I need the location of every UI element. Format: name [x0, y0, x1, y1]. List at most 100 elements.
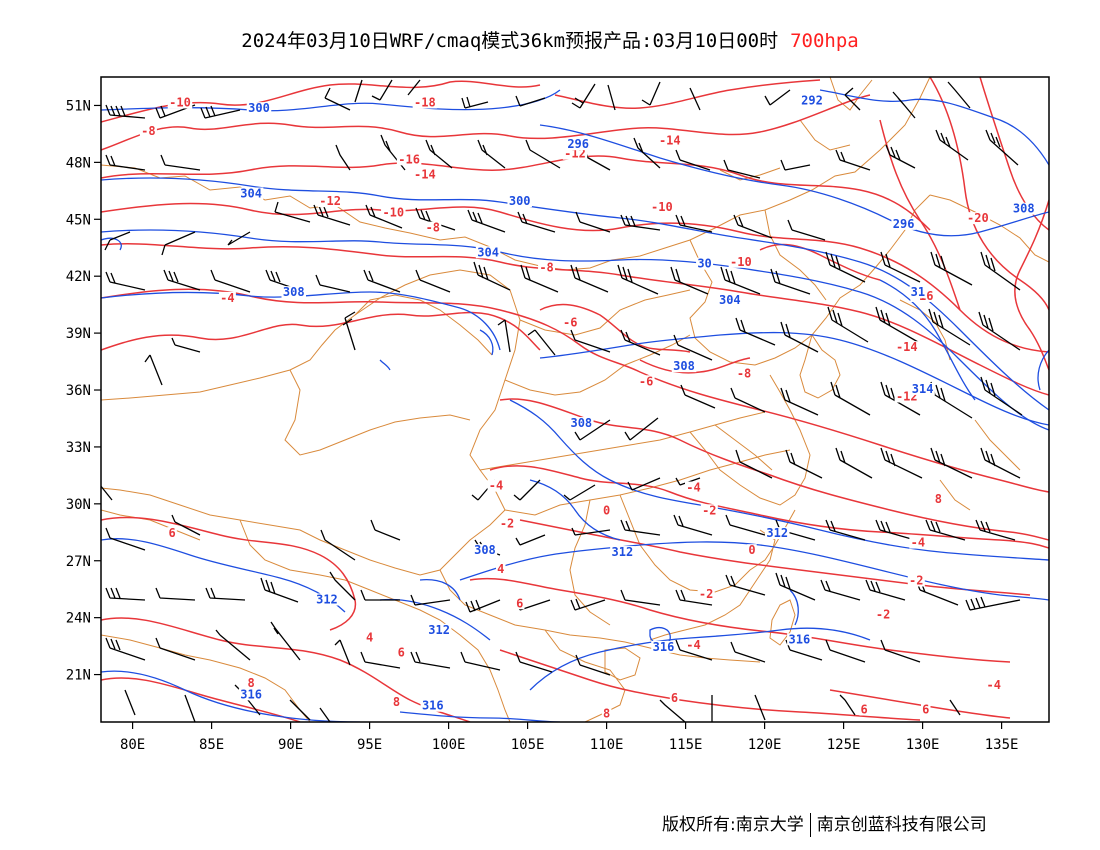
temperature-label: -10 [651, 200, 673, 214]
height-label-bg [764, 527, 790, 540]
temperature-labels: -10-8-18-16-14-12-10-8-12-14-10-10-8-4-6… [139, 95, 1003, 720]
x-tick-label: 130E [906, 737, 940, 753]
temperature-label-bg [167, 527, 177, 540]
height-label: 316 [789, 632, 811, 646]
height-label-bg [565, 138, 591, 151]
height-label-bg [909, 286, 927, 299]
temperature-label-bg [894, 341, 920, 354]
temperature-label: -14 [659, 133, 681, 147]
temperature-label: 6 [168, 526, 175, 540]
height-label: 31 [911, 285, 925, 299]
height-label-bg [507, 195, 532, 208]
temperature-label-bg [424, 221, 442, 234]
temperature-label: -4 [686, 481, 700, 495]
temperature-label-bg [685, 481, 702, 494]
temperature-label: -2 [702, 503, 716, 517]
temperature-label: -8 [141, 124, 155, 138]
temperature-label: -4 [686, 638, 700, 652]
height-label-bg [238, 688, 264, 701]
temperature-label: 8 [603, 706, 610, 720]
height-isolines [101, 89, 1049, 722]
height-label: 292 [801, 94, 823, 108]
temperature-label-bg [637, 375, 655, 388]
temperature-label: -8 [539, 261, 553, 275]
height-label: 312 [316, 592, 338, 606]
temperature-label: 8 [935, 492, 942, 506]
x-tick-label: 120E [748, 737, 782, 753]
temperature-label: -16 [398, 152, 420, 166]
temperature-label-bg [562, 147, 588, 160]
height-label: 308 [474, 543, 496, 557]
wind-barbs [101, 79, 1023, 722]
temperature-label: -2 [699, 587, 713, 601]
height-label: 316 [653, 640, 675, 654]
title-main: 2024年03月10日WRF/cmaq模式36km预报产品:03月10日00时 [241, 30, 779, 52]
height-label-bg [475, 246, 501, 259]
temperature-label: -10 [169, 95, 191, 109]
temperature-label: 4 [366, 630, 373, 644]
temperature-label-bg [514, 597, 525, 610]
height-label: 296 [893, 217, 915, 231]
temperature-label-bg [381, 206, 406, 219]
height-label: 316 [422, 699, 444, 713]
x-tick-label: 100E [432, 737, 466, 753]
temperature-label: -2 [909, 574, 923, 588]
temperature-label-bg [396, 153, 422, 166]
height-label: 314 [912, 382, 934, 396]
height-label-bg [891, 217, 916, 230]
height-label: 300 [509, 194, 531, 208]
temperature-label: -6 [639, 374, 653, 388]
temperature-label-bg [669, 692, 680, 705]
temperature-label: -8 [737, 367, 751, 381]
temperature-label: 6 [398, 646, 405, 660]
temperature-label-bg [965, 212, 991, 225]
height-label-bg [314, 593, 340, 606]
y-tick-label: 36N [66, 383, 91, 399]
height-label: 312 [428, 623, 450, 637]
x-tick-label: 115E [669, 737, 703, 753]
copyright-right: 南京创蓝科技有限公司 [816, 815, 987, 835]
y-tick-label: 24N [66, 611, 91, 627]
temperature-label-bg [728, 255, 754, 268]
temperature-label-bg [697, 587, 715, 600]
x-tick-label: 135E [985, 737, 1019, 753]
height-label-bg [1011, 202, 1036, 215]
temperature-isolines [101, 77, 1049, 722]
x-tick-label: 95E [357, 737, 382, 753]
y-tick-label: 21N [66, 668, 91, 684]
height-label: 312 [766, 526, 788, 540]
y-tick-label: 39N [66, 326, 91, 342]
temperature-label: -2 [500, 517, 514, 531]
height-labels: 300 296 292 304 300 304 296 308 30 304 308 31 308 314… [238, 94, 1036, 713]
temperature-label-bg [685, 639, 702, 652]
temperature-label-bg [859, 703, 869, 716]
temperature-label: -6 [563, 316, 577, 330]
temperature-label-bg [538, 261, 556, 274]
temperature-label-bg [874, 608, 892, 621]
height-label-bg [426, 623, 452, 636]
x-tick-label: 110E [590, 737, 624, 753]
height-label-bg [569, 417, 594, 430]
temperature-label-bg [391, 695, 402, 708]
temperature-label: 8 [393, 695, 400, 709]
height-label-bg [717, 293, 743, 306]
temperature-label-bg [396, 646, 406, 659]
temperature-label-bg [412, 96, 438, 109]
height-label: 304 [719, 293, 741, 307]
temperature-label: 6 [922, 703, 929, 717]
y-tick-label: 42N [66, 269, 91, 285]
temperature-label: 0 [748, 543, 755, 557]
temperature-label-bg [601, 707, 612, 720]
temperature-label-bg [412, 168, 438, 181]
temperature-label: -2 [876, 608, 890, 622]
temperature-label: -14 [896, 340, 918, 354]
temperature-label: -8 [426, 221, 440, 235]
temperature-label: 6 [516, 596, 523, 610]
temperature-label-bg [909, 536, 927, 549]
temperature-label: 6 [671, 691, 678, 705]
temperature-label-bg [495, 563, 506, 576]
y-tick-label: 45N [66, 212, 91, 228]
x-tick-label: 90E [278, 737, 303, 753]
temperature-label-bg [657, 134, 683, 147]
